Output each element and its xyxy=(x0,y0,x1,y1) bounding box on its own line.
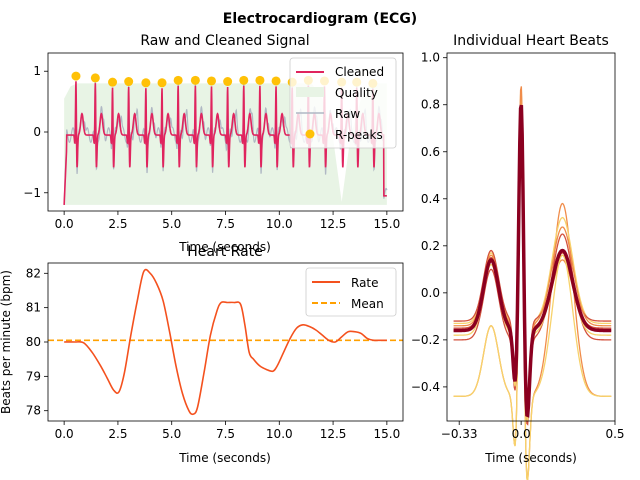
r-peak-point xyxy=(141,78,151,88)
beats-ytick-label: 0.4 xyxy=(421,192,440,206)
r-peak-point xyxy=(271,76,281,86)
rate-ylabel: Beats per minute (bpm) xyxy=(0,270,13,414)
rate-xtick-label: 7.5 xyxy=(216,427,235,441)
beats-xtick-label: 0.0 xyxy=(512,427,531,441)
beats-ytick-label: 1.0 xyxy=(421,51,440,65)
rate-legend: Rate Mean xyxy=(305,267,397,317)
signal-legend: Cleaned Quality Raw R-peaks xyxy=(289,57,397,149)
heartbeat-line xyxy=(453,111,612,407)
r-peak-point xyxy=(190,75,200,85)
r-peak-point xyxy=(223,77,233,87)
signal-xtick-label: 10.0 xyxy=(266,217,293,231)
r-peak-point xyxy=(157,78,167,88)
rate-legend-box xyxy=(305,267,397,317)
legend-rate-label: Rate xyxy=(351,276,379,290)
figure-title: Electrocardiogram (ECG) xyxy=(223,11,417,27)
r-peak-point xyxy=(239,75,249,85)
heartbeat-line xyxy=(453,119,612,421)
beats-ytick-label: 0.0 xyxy=(421,286,440,300)
r-peak-point xyxy=(71,71,81,81)
beats-ytick-label: −0.4 xyxy=(411,380,440,394)
heartbeat-line xyxy=(453,86,612,412)
signal-legend-box xyxy=(289,57,397,149)
signal-xtick-label: 15.0 xyxy=(374,217,401,231)
signal-ytick-label: −1 xyxy=(23,186,41,200)
r-peak-point xyxy=(173,75,183,85)
rate-ytick-label: 82 xyxy=(26,266,41,280)
signal-axes-frame xyxy=(47,52,404,212)
signal-subplot: Raw and Cleaned Signal 0.0 2.5 5.0 7.5 10.0 1… xyxy=(23,33,404,254)
heartbeat-line xyxy=(453,109,612,417)
legend-cleaned-label: Cleaned xyxy=(335,65,384,79)
rate-ytick-label: 79 xyxy=(26,369,41,383)
beats-subplot: Individual Heart Beats −0.33 0.0 0.5−0.4−0… xyxy=(411,33,625,480)
beats-ticks: −0.33 0.0 0.5 −0.4 −0.2 0.0 0.2 0.4 0.6 0.8 1.0 xyxy=(411,51,625,441)
legend-quality-swatch xyxy=(296,87,324,97)
beats-ytick-label: −0.2 xyxy=(411,333,440,347)
rate-xtick-label: 10.0 xyxy=(266,427,293,441)
rate-title: Heart Rate xyxy=(187,244,263,260)
beats-axes-frame xyxy=(446,52,616,422)
rate-xtick-label: 0.0 xyxy=(55,427,74,441)
beats-xlabel: Time (seconds) xyxy=(484,451,577,465)
r-peak-point xyxy=(124,77,134,87)
signal-xtick-label: 2.5 xyxy=(108,217,127,231)
legend-raw-label: Raw xyxy=(335,107,360,121)
r-peak-point xyxy=(90,73,100,83)
signal-xlabel: Time (seconds) xyxy=(178,240,271,254)
signal-xtick-label: 5.0 xyxy=(162,217,181,231)
rate-ticks: 0.0 2.5 5.0 7.5 10.0 12.5 15.0 78 79 80 81 82 xyxy=(26,266,401,441)
r-peak-point xyxy=(108,77,118,87)
signal-xtick-label: 0.0 xyxy=(55,217,74,231)
heartbeat-line xyxy=(453,105,612,480)
heartbeat-line xyxy=(453,95,612,426)
rate-plot-area xyxy=(48,268,403,416)
r-peak-point xyxy=(207,76,217,86)
beats-xtick-label: −0.33 xyxy=(441,427,478,441)
legend-rpeaks-swatch xyxy=(305,129,315,139)
rate-ytick-label: 80 xyxy=(26,335,41,349)
rate-ytick-label: 81 xyxy=(26,301,41,315)
signal-ytick-label: 1 xyxy=(33,64,41,78)
rate-subplot: Heart Rate 0.0 2.5 5.0 7.5 10.0 12.5 15.0 78 79 8… xyxy=(0,244,404,465)
heartbeat-line xyxy=(453,107,612,414)
beats-ytick-label: 0.6 xyxy=(421,145,440,159)
beats-ytick-label: 0.8 xyxy=(421,98,440,112)
rate-xtick-label: 12.5 xyxy=(320,427,347,441)
legend-rpeaks-label: R-peaks xyxy=(335,128,383,142)
mean-heartbeat-line xyxy=(453,104,612,418)
rate-xlabel: Time (seconds) xyxy=(178,451,271,465)
rate-xtick-label: 15.0 xyxy=(374,427,401,441)
rate-ytick-label: 78 xyxy=(26,404,41,418)
signal-xtick-label: 7.5 xyxy=(216,217,235,231)
heartbeat-line xyxy=(453,128,612,480)
signal-xtick-label: 12.5 xyxy=(320,217,347,231)
beats-title: Individual Heart Beats xyxy=(453,33,609,49)
rate-line xyxy=(64,268,387,416)
signal-title: Raw and Cleaned Signal xyxy=(140,33,309,49)
legend-mean-label: Mean xyxy=(351,297,384,311)
legend-quality-label: Quality xyxy=(335,86,378,100)
rate-xtick-label: 5.0 xyxy=(162,427,181,441)
r-peak-point xyxy=(255,75,265,85)
rate-xtick-label: 2.5 xyxy=(108,427,127,441)
beats-plot-area xyxy=(453,86,612,480)
signal-ytick-label: 0 xyxy=(33,125,41,139)
signal-ticks: 0.0 2.5 5.0 7.5 10.0 12.5 15.0 −1 0 1 xyxy=(23,64,400,231)
rate-axes-frame xyxy=(47,262,404,422)
beats-ytick-label: 0.2 xyxy=(421,239,440,253)
beats-xtick-label: 0.5 xyxy=(605,427,624,441)
